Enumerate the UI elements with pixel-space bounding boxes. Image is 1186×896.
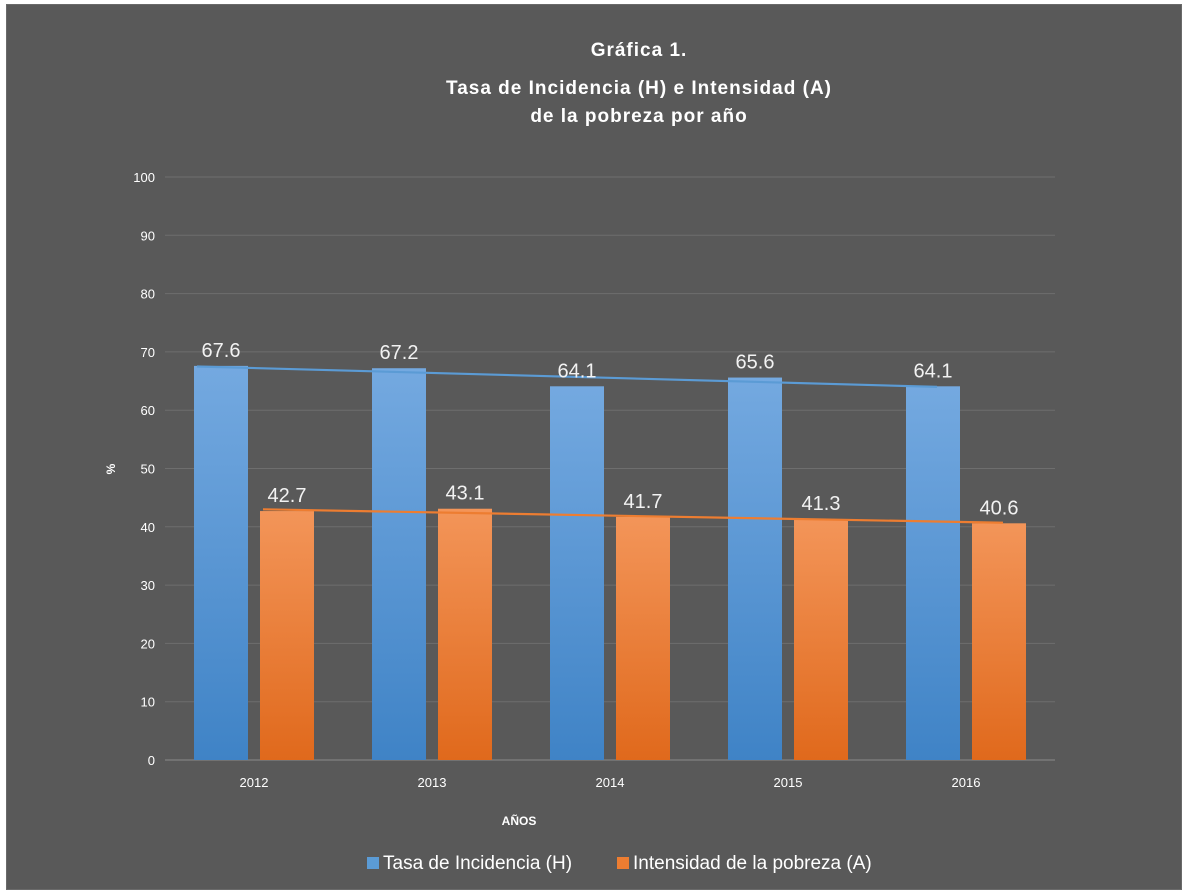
- bar-incidencia-2015: [728, 377, 782, 760]
- y-tick-label: 100: [133, 170, 155, 185]
- chart-title-line-3: de la pobreza por año: [530, 106, 747, 127]
- bar-incidencia-2014: [550, 386, 604, 760]
- x-tick-label: 2015: [774, 775, 803, 790]
- bar-incidencia-2012: [194, 365, 248, 760]
- x-tick-label: 2012: [240, 775, 269, 790]
- chart-title: Gráfica 1. Tasa de Incidencia (H) e Inte…: [446, 40, 832, 127]
- y-tick-label: 10: [141, 695, 155, 710]
- legend-label: Tasa de Incidencia (H): [383, 853, 572, 874]
- x-tick-label: 2013: [418, 775, 447, 790]
- trendlines: [196, 365, 1004, 524]
- x-axis-ticks: 2012 2013 2014 2015 2016: [240, 775, 981, 790]
- data-label: 42.7: [268, 485, 307, 507]
- bar-intensidad-2013: [438, 508, 492, 760]
- legend-swatch: [617, 857, 629, 869]
- bar-intensidad-2012: [260, 511, 314, 760]
- data-label: 64.1: [558, 360, 597, 382]
- y-tick-label: 0: [148, 753, 155, 768]
- bar-intensidad-2015: [794, 519, 848, 760]
- y-axis-title: %: [104, 463, 118, 474]
- trendline-incidencia: [196, 365, 938, 388]
- legend-label: Intensidad de la pobreza (A): [633, 853, 872, 874]
- data-label: 41.7: [624, 491, 663, 513]
- bar-incidencia-2013: [372, 368, 426, 760]
- chart-svg: Gráfica 1. Tasa de Incidencia (H) e Inte…: [104, 40, 1055, 874]
- chart-frame: Gráfica 1. Tasa de Incidencia (H) e Inte…: [6, 4, 1182, 890]
- y-axis-ticks: 0 10 20 30 40 50 60 70 80 90 100: [133, 170, 155, 768]
- data-label: 41.3: [802, 493, 841, 515]
- data-label: 67.6: [202, 340, 241, 362]
- trendline-intensidad: [262, 508, 1004, 524]
- data-label: 65.6: [736, 352, 775, 374]
- y-tick-label: 40: [141, 520, 155, 535]
- y-tick-label: 20: [141, 636, 155, 651]
- data-label: 40.6: [980, 497, 1019, 519]
- bar-intensidad-2016: [972, 523, 1026, 760]
- y-tick-label: 50: [141, 462, 155, 477]
- y-tick-label: 60: [141, 403, 155, 418]
- bar-intensidad-2014: [616, 516, 670, 760]
- y-tick-label: 90: [141, 228, 155, 243]
- legend: Tasa de Incidencia (H) Intensidad de la p…: [367, 853, 872, 874]
- data-label: 64.1: [914, 360, 953, 382]
- y-tick-label: 30: [141, 578, 155, 593]
- data-labels: 67.6 42.7 67.2 43.1 64.1 41.7 65.6 41.3 64.1 40.6: [202, 340, 1019, 519]
- y-tick-label: 70: [141, 345, 155, 360]
- data-label: 67.2: [380, 342, 419, 364]
- legend-swatch: [367, 857, 379, 869]
- data-label: 43.1: [446, 483, 485, 505]
- y-tick-label: 80: [141, 287, 155, 302]
- x-axis-title: AÑOS: [502, 813, 537, 828]
- x-tick-label: 2016: [952, 775, 981, 790]
- x-tick-label: 2014: [596, 775, 625, 790]
- chart-title-line-2: Tasa de Incidencia (H) e Intensidad (A): [446, 78, 832, 99]
- chart-title-line-1: Gráfica 1.: [591, 40, 688, 61]
- bars: [194, 365, 1026, 760]
- bar-incidencia-2016: [906, 386, 960, 760]
